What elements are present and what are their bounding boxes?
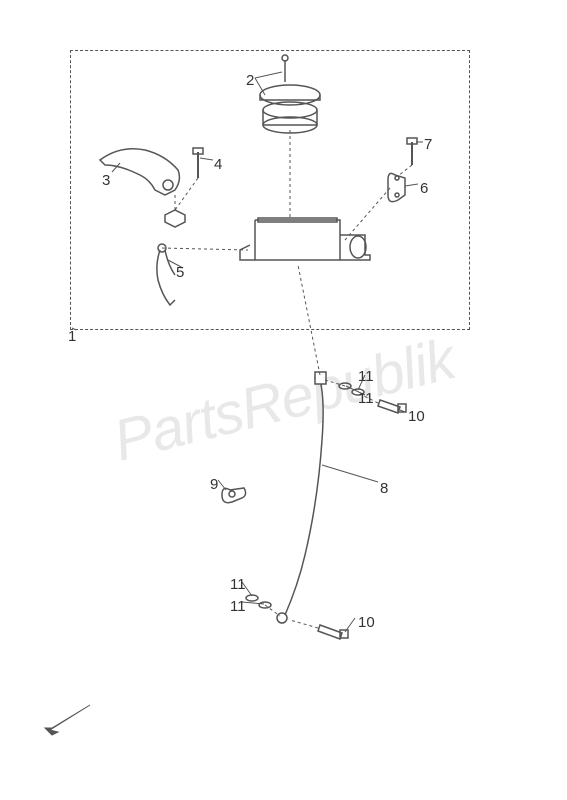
callout-8: 8 [380,480,388,497]
callout-11a: 11 [358,368,374,385]
callout-11d: 11 [230,598,246,615]
callout-6: 6 [420,180,428,197]
callout-11c: 11 [230,576,246,593]
callout-10b: 10 [358,614,375,631]
callout-1: 1 [68,328,76,345]
callout-7: 7 [424,136,432,153]
callout-5: 5 [176,264,184,281]
callout-3: 3 [102,172,110,189]
callout-9: 9 [210,476,218,493]
direction-arrow-icon [40,700,100,740]
callout-2: 2 [246,72,254,89]
callout-4: 4 [214,156,222,173]
callout-11b: 11 [358,390,374,407]
callout-10a: 10 [408,408,425,425]
exploded-diagram [0,0,567,800]
